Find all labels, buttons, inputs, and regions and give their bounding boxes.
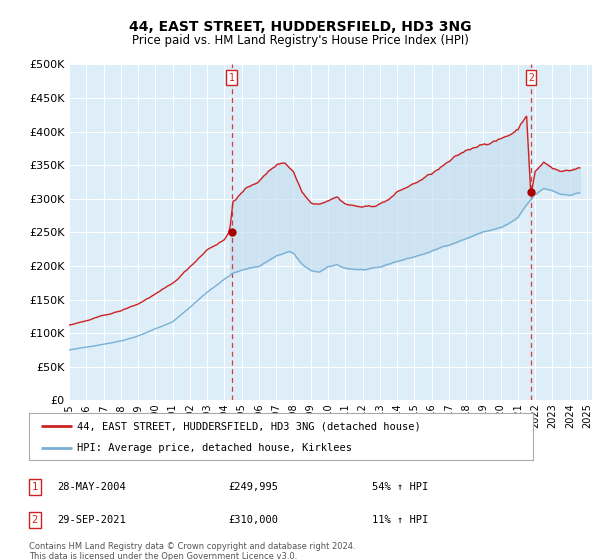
Text: £310,000: £310,000 (228, 515, 278, 525)
Text: 2: 2 (32, 515, 38, 525)
Text: 44, EAST STREET, HUDDERSFIELD, HD3 3NG (detached house): 44, EAST STREET, HUDDERSFIELD, HD3 3NG (… (77, 421, 421, 431)
Text: 1: 1 (32, 482, 38, 492)
Text: £249,995: £249,995 (228, 482, 278, 492)
Text: Contains HM Land Registry data © Crown copyright and database right 2024.
This d: Contains HM Land Registry data © Crown c… (29, 542, 355, 560)
Text: 1: 1 (229, 73, 235, 83)
Text: 44, EAST STREET, HUDDERSFIELD, HD3 3NG: 44, EAST STREET, HUDDERSFIELD, HD3 3NG (129, 20, 471, 34)
Text: 11% ↑ HPI: 11% ↑ HPI (372, 515, 428, 525)
Text: 29-SEP-2021: 29-SEP-2021 (57, 515, 126, 525)
Text: Price paid vs. HM Land Registry's House Price Index (HPI): Price paid vs. HM Land Registry's House … (131, 34, 469, 46)
Text: HPI: Average price, detached house, Kirklees: HPI: Average price, detached house, Kirk… (77, 444, 352, 454)
Text: 54% ↑ HPI: 54% ↑ HPI (372, 482, 428, 492)
Text: 28-MAY-2004: 28-MAY-2004 (57, 482, 126, 492)
Text: 2: 2 (528, 73, 534, 83)
